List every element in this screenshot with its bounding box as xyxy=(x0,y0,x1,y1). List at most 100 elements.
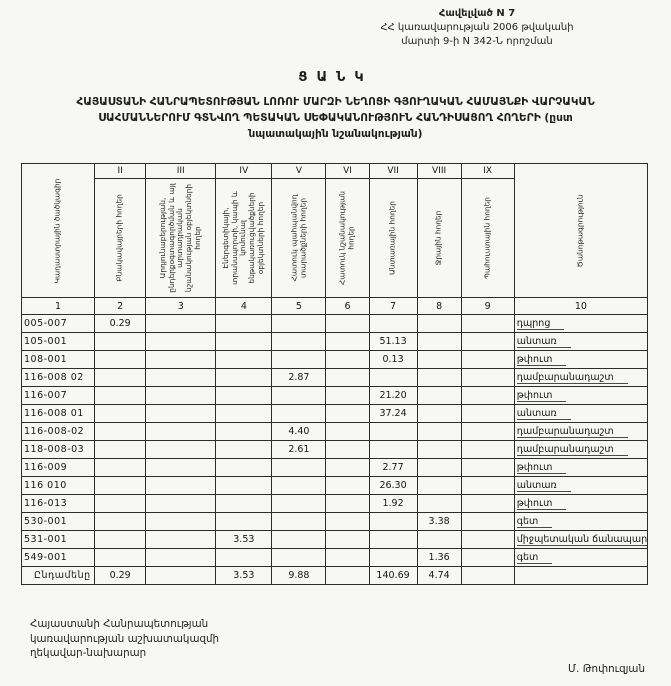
cell-value xyxy=(145,404,217,423)
cell-value: 1.36 xyxy=(416,548,462,567)
cell-note: թփուտ xyxy=(513,386,649,405)
table-row: 116-013 1.92 թփուտ xyxy=(20,494,649,513)
header-col-4-label: Էներգետիկայի, տրանսպորտի, կապի և կոմունա… xyxy=(220,191,265,285)
cell-value xyxy=(215,368,273,387)
cell-value xyxy=(271,404,327,423)
cell-note: դամբարանադաշտ xyxy=(513,422,649,441)
cell-value xyxy=(215,494,273,513)
cell-value xyxy=(460,530,515,549)
cell-value xyxy=(271,350,327,369)
column-number: 10 xyxy=(513,297,649,315)
cell-value xyxy=(145,350,217,369)
cell-value xyxy=(215,404,273,423)
cell-value xyxy=(145,494,217,513)
cell-value xyxy=(460,368,515,387)
header-note-label: Ծանոթագրություն xyxy=(575,193,585,268)
column-number: 4 xyxy=(215,297,273,315)
cell-value xyxy=(416,386,462,405)
table-row: 116-009 2.77 թփուտ xyxy=(20,458,649,477)
note-text: թփուտ xyxy=(516,462,567,474)
roman-numeral-row: Կադաստրային ծածկագիր II III IV V VI VII VIII IX Ծ… xyxy=(20,163,649,298)
note-text: անտառ xyxy=(516,480,571,492)
cell-value xyxy=(416,314,462,333)
cell-value xyxy=(416,458,462,477)
note-text: գետ xyxy=(516,552,553,564)
cell-value xyxy=(94,440,147,459)
cell-value xyxy=(416,476,462,495)
cell-value: 37.24 xyxy=(368,404,418,423)
cell-value xyxy=(145,458,217,477)
cell-value: 2.77 xyxy=(368,458,418,477)
cell-note: թփուտ xyxy=(513,494,649,513)
cell-value xyxy=(215,512,273,531)
cell-value xyxy=(325,494,370,513)
cell-value xyxy=(325,458,370,477)
cell-value xyxy=(460,494,515,513)
cell-value xyxy=(94,368,147,387)
cell-value xyxy=(271,458,327,477)
roman-numeral: IV xyxy=(215,163,273,179)
land-table-wrapper: Կադաստրային ծածկագիր II III IV V VI VII VIII IX Ծ… xyxy=(20,163,649,585)
note-text: թփուտ xyxy=(516,390,567,402)
cell-note: դամբարանադաշտ xyxy=(513,440,649,459)
signature-name: Մ. Թոփուզյան xyxy=(568,663,645,675)
cell-value xyxy=(416,530,462,549)
cell-code: 530-001 xyxy=(20,512,96,531)
cell-value xyxy=(271,386,327,405)
land-table: Կադաստրային ծածկագիր II III IV V VI VII VIII IX Ծ… xyxy=(20,163,649,585)
header-col-7: Անտառային հողեր xyxy=(368,178,418,298)
table-row: 105-001 51.13 անտառ xyxy=(20,332,649,351)
cell-value: 26.30 xyxy=(368,476,418,495)
cell-value xyxy=(368,422,418,441)
cell-value xyxy=(215,548,273,567)
cell-note: անտառ xyxy=(513,404,649,423)
cell-value xyxy=(460,476,515,495)
cell-value xyxy=(325,566,370,585)
cell-value xyxy=(460,440,515,459)
cell-value xyxy=(145,386,217,405)
cell-value xyxy=(145,530,217,549)
table-row: 116-008-02 4.40 դամբարանադաշտ xyxy=(20,422,649,441)
header-col-6: Հատուկ նշանակության հողեր xyxy=(325,178,370,298)
cell-value xyxy=(94,476,147,495)
cell-value xyxy=(325,314,370,333)
table-row: 116-008 01 37.24 անտառ xyxy=(20,404,649,423)
cell-value: 140.69 xyxy=(368,566,418,585)
footer-line-2: կառավարության աշխատակազմի xyxy=(30,632,220,645)
column-number: 6 xyxy=(325,297,370,315)
cell-value xyxy=(368,512,418,531)
cell-code: 116 010 xyxy=(20,476,96,495)
cell-value xyxy=(460,350,515,369)
cell-value xyxy=(325,512,370,531)
cell-value xyxy=(145,512,217,531)
note-text: դամբարանադաշտ xyxy=(516,444,628,456)
cell-value xyxy=(215,422,273,441)
title-line-2: ՍԱՀՄԱՆՆԵՐՈՒՄ ԳՏՆՎՈՂ ՊԵՏԱԿԱՆ ՍԵՓԱԿԱՆՈՒԹՅՈ… xyxy=(98,111,573,124)
footer-line-1: Հայաստանի Հանրապետության xyxy=(30,618,209,630)
cell-value xyxy=(460,404,515,423)
cell-value xyxy=(271,332,327,351)
roman-numeral: VI xyxy=(325,163,370,179)
cell-value xyxy=(460,314,515,333)
cell-value xyxy=(145,548,217,567)
cell-value xyxy=(368,530,418,549)
cell-value xyxy=(416,368,462,387)
cell-value xyxy=(325,332,370,351)
cell-code: 118-008-03 xyxy=(20,440,96,459)
cell-value xyxy=(325,350,370,369)
roman-numeral: VII xyxy=(368,163,418,179)
note-text: դպրոց xyxy=(516,318,565,330)
cell-value xyxy=(271,494,327,513)
cell-code: Ընդամենը xyxy=(20,566,96,585)
cell-value xyxy=(325,548,370,567)
annex-reference: Հավելված N 7 ՀՀ կառավարության 2006 թվակա… xyxy=(297,7,657,49)
cell-value xyxy=(215,332,273,351)
note-text: գետ xyxy=(516,516,553,528)
cell-value xyxy=(94,494,147,513)
cell-value xyxy=(368,440,418,459)
cell-value xyxy=(271,512,327,531)
roman-numeral: III xyxy=(145,163,217,179)
cell-note: գետ xyxy=(513,512,649,531)
cell-value xyxy=(145,368,217,387)
